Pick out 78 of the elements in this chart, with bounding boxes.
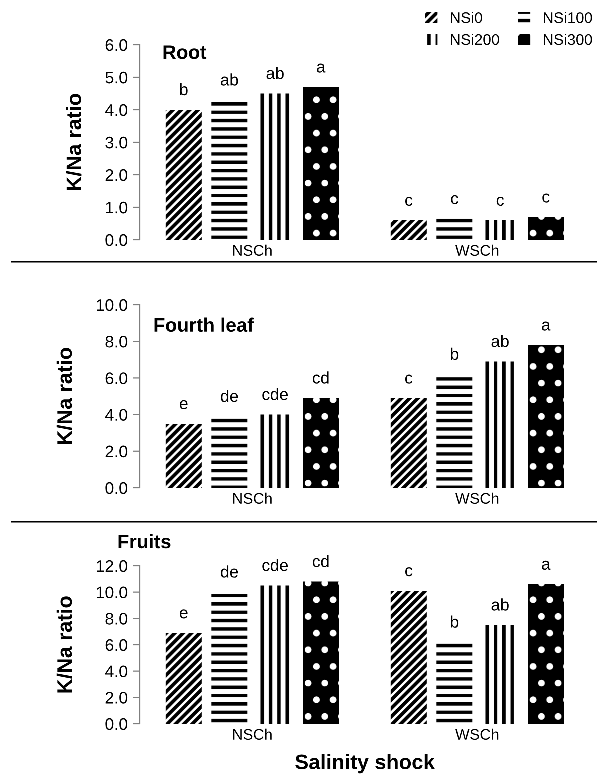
data-label: c (405, 374, 413, 384)
y-tick-label: 2.0 (106, 169, 128, 182)
data-label: b (451, 616, 459, 628)
x-tick-label: NSCh (233, 728, 272, 740)
data-label: c (405, 567, 413, 577)
data-label: de (221, 566, 238, 578)
data-label: b (451, 348, 459, 360)
y-tick-label: 8.0 (106, 613, 128, 625)
legend-label: NSi300 (544, 34, 592, 46)
data-label: c (405, 196, 413, 206)
chart-title: Root (164, 46, 207, 60)
chart-title: Fruits (118, 534, 171, 549)
data-label: cd (312, 555, 329, 568)
legend-label: NSi0 (451, 12, 482, 24)
y-axis-title: K/Na ratio (66, 94, 82, 190)
x-tick-label: NSCh (233, 244, 272, 256)
y-tick-label: 4.0 (105, 666, 128, 678)
data-label: ab (492, 335, 509, 348)
y-tick-label: 3.0 (106, 136, 128, 149)
y-tick-label: 2.0 (106, 692, 128, 704)
y-tick-label: 1.0 (106, 202, 128, 214)
data-label: ab (492, 598, 509, 611)
text: Fourth leaf (154, 318, 254, 332)
data-label: b (180, 83, 188, 96)
y-tick-label: 0.0 (106, 234, 128, 246)
bar (528, 345, 564, 488)
y-tick-label: 0.0 (106, 482, 128, 494)
y-tick-label: 0.0 (106, 718, 128, 730)
y-tick-label: 6.0 (106, 39, 128, 52)
bar (528, 584, 564, 724)
bar (212, 100, 248, 240)
bar (166, 110, 202, 240)
data-label: e (180, 610, 188, 619)
data-label: ab (221, 74, 238, 86)
y-tick-label: 8.0 (106, 336, 128, 348)
legend-label: NSi100 (544, 12, 592, 24)
legend-label: NSi200 (451, 34, 500, 46)
data-label: de (221, 390, 238, 402)
data-label: c (496, 196, 504, 206)
y-axis-title: K/Na ratio (56, 596, 72, 693)
y-tick-label: 2.0 (106, 446, 128, 458)
x-tick-label: WSCh (455, 492, 499, 504)
bar (528, 217, 564, 240)
x-tick-label: WSCh (455, 728, 499, 740)
x-tick-label: NSCh (233, 492, 272, 504)
y-tick-label: 4.0 (105, 104, 128, 116)
bar (212, 416, 248, 488)
data-label: cd (312, 372, 329, 384)
bar (436, 218, 473, 240)
y-tick-label: 10.0 (97, 586, 128, 599)
y-tick-label: 6.0 (106, 372, 128, 384)
x-tick-label: WSCh (455, 244, 499, 256)
data-label: a (317, 64, 326, 73)
y-tick-label: 12.0 (97, 560, 128, 572)
data-label: a (542, 560, 551, 570)
y-tick-label: 10.0 (97, 299, 128, 312)
x-axis-title: Salinity shock (296, 754, 436, 774)
bar (212, 592, 248, 724)
y-tick-label: 4.0 (105, 409, 128, 422)
data-label: ab (266, 67, 284, 80)
bar (166, 633, 202, 724)
data-label: c (542, 194, 550, 203)
bar (303, 87, 340, 240)
data-label: a (542, 322, 551, 331)
bar (303, 582, 340, 724)
bar (390, 220, 427, 240)
data-label: cde (262, 388, 288, 400)
bar (390, 591, 427, 724)
bar (166, 424, 202, 488)
y-tick-label: 5.0 (106, 72, 128, 84)
data-label: cde (262, 559, 288, 572)
bar (303, 398, 340, 488)
y-axis-title: K/Na ratio (56, 348, 72, 444)
data-label: e (180, 400, 188, 410)
bar (390, 398, 427, 488)
y-tick-label: 6.0 (106, 639, 128, 652)
data-label: c (451, 195, 458, 204)
bar (436, 642, 473, 724)
